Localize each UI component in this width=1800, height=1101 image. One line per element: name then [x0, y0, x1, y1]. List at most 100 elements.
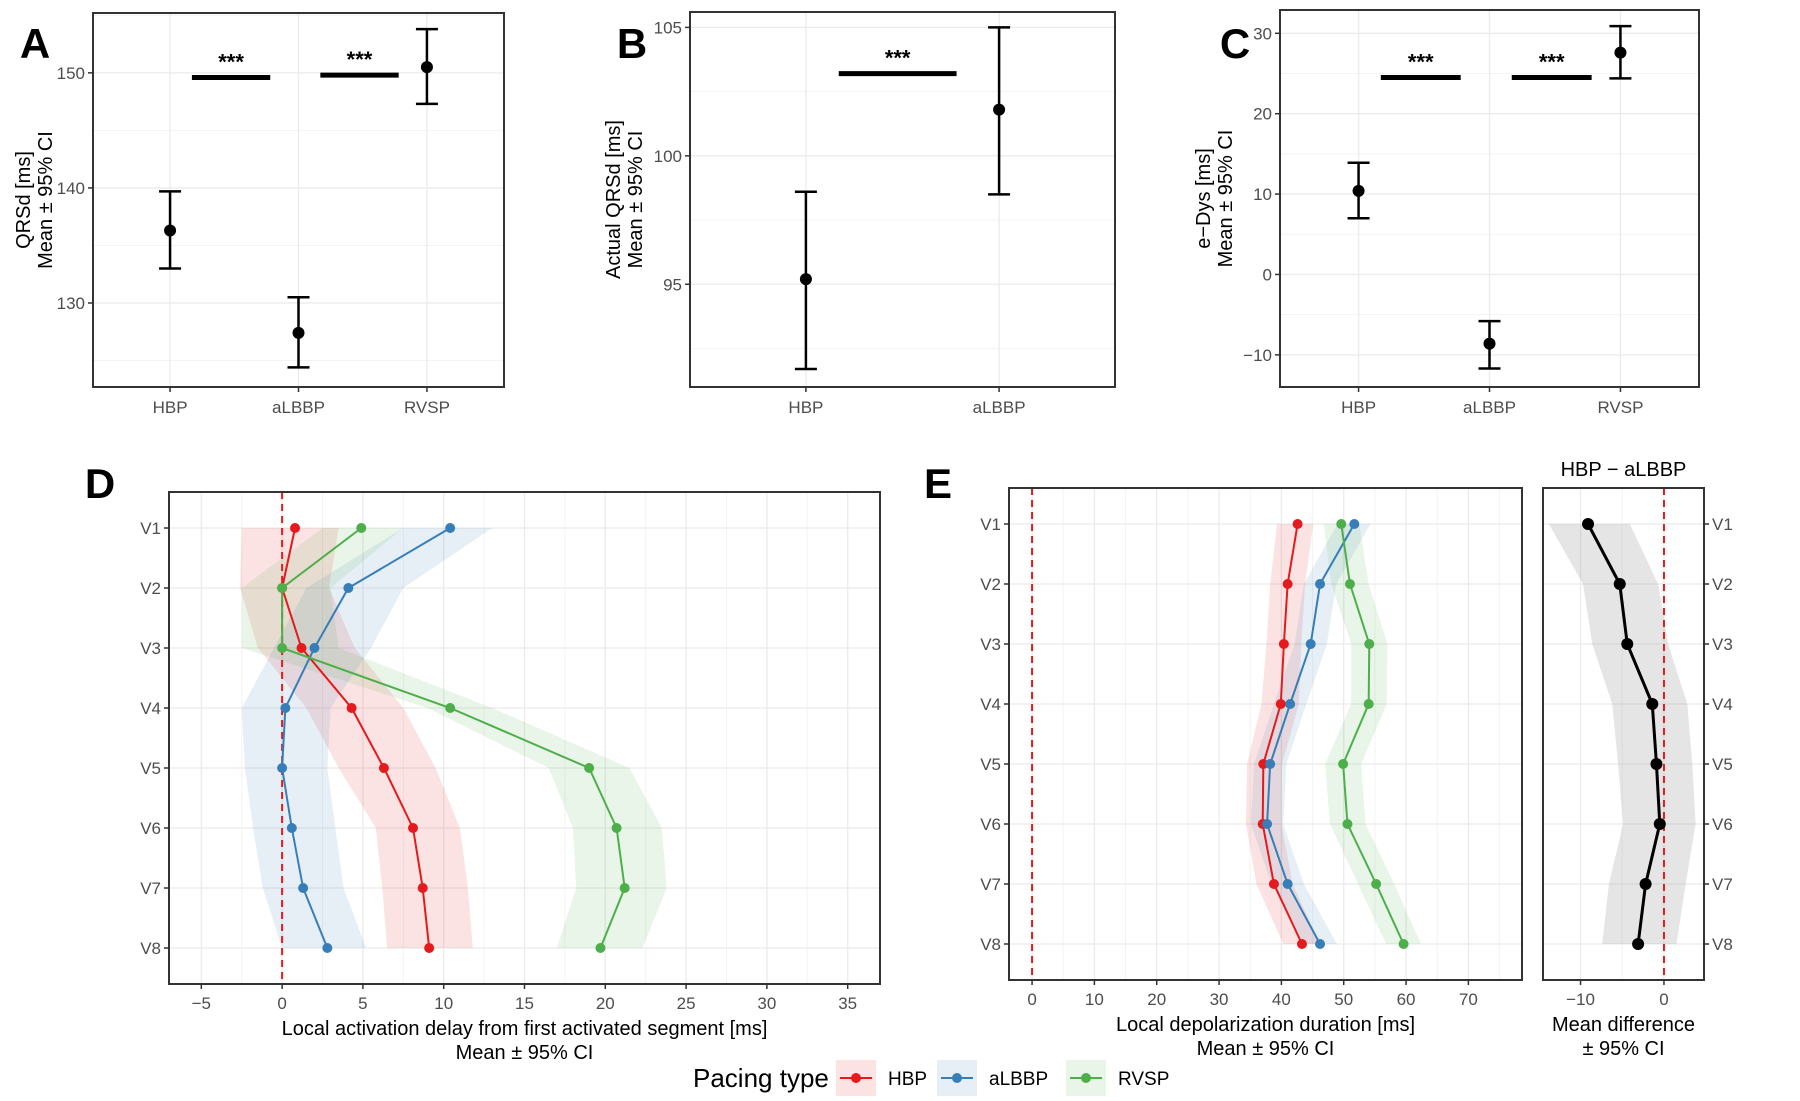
significance-label: ***	[1408, 50, 1434, 75]
x-tick-label: aLBBP	[1463, 398, 1516, 417]
x-tick-label: 10	[434, 994, 453, 1013]
y-axis-subtitle: Mean ± 95% CI	[35, 131, 57, 269]
x-tick-label: aLBBP	[272, 398, 325, 417]
legend-label-albbp: aLBBP	[989, 1069, 1048, 1090]
mean-point	[292, 326, 305, 339]
series-line-hbp	[1261, 523, 1303, 945]
data-point	[356, 523, 367, 533]
x-tick-label: aLBBP	[973, 398, 1026, 417]
data-point	[1349, 519, 1360, 529]
data-point	[1305, 639, 1316, 649]
y-tick-label: V3	[980, 635, 1001, 654]
data-point	[1282, 579, 1293, 589]
panel-letter: A	[20, 20, 50, 67]
data-point	[1371, 879, 1382, 889]
data-point	[424, 943, 435, 953]
plot-border	[1279, 9, 1700, 388]
data-point	[290, 523, 301, 533]
x-axis-subtitle: Mean ± 95% CI	[456, 1042, 594, 1064]
x-tick-label: −10	[1566, 990, 1595, 1009]
x-axis-title: Mean difference	[1552, 1014, 1695, 1036]
data-point	[378, 763, 389, 773]
data-point	[1265, 759, 1276, 769]
significance-label: ***	[347, 47, 373, 72]
x-tick-label: 10	[1085, 990, 1104, 1009]
y-tick-label: −10	[1243, 346, 1272, 365]
facet-title: HBP − aLBBP	[1561, 459, 1687, 481]
x-tick-label: RVSP	[404, 398, 450, 417]
ci-band-albbp	[1250, 524, 1371, 944]
data-point	[1285, 699, 1296, 709]
y-tick-label: V2	[1712, 575, 1733, 594]
series-line-rvsp	[281, 527, 626, 949]
panel-e: E 0 10 20 30 40 50 60 70 V1 V2 V3 V4 V5 V6 V7 V8 Local de…	[924, 460, 1523, 1060]
y-axis-title: e−Dys [ms]	[1193, 148, 1215, 249]
y-tick-label: V8	[980, 935, 1001, 954]
data-point	[343, 583, 354, 593]
mean-point	[420, 61, 433, 74]
ci-band-rvsp	[241, 528, 667, 948]
y-tick-label: V4	[1712, 695, 1733, 714]
y-tick-label: 0	[1263, 265, 1272, 284]
data-point	[595, 943, 606, 953]
y-tick-label: V1	[140, 519, 161, 538]
y-tick-label: V1	[1712, 515, 1733, 534]
panel-a: A 130 140 150 HBP aLBBP RVSP *** *** QRSd [ms] Mea…	[13, 12, 505, 417]
significance-label: ***	[885, 46, 911, 71]
significance-label: ***	[218, 49, 244, 74]
x-tick-label: RVSP	[1597, 398, 1643, 417]
y-axis-subtitle: Mean ± 95% CI	[625, 131, 647, 269]
y-tick-label: V7	[980, 875, 1001, 894]
series-line-albbp	[281, 527, 451, 949]
y-tick-label: 10	[1253, 185, 1272, 204]
data-point	[1342, 819, 1353, 829]
y-tick-label: V2	[140, 579, 161, 598]
x-tick-label: 50	[1334, 990, 1353, 1009]
mean-point	[799, 273, 812, 286]
y-tick-label: V7	[140, 879, 161, 898]
data-point	[1278, 639, 1289, 649]
data-point	[1363, 699, 1374, 709]
y-tick-label: V4	[140, 699, 161, 718]
x-tick-label: HBP	[788, 398, 823, 417]
data-point	[280, 703, 291, 713]
panel-letter: C	[1220, 20, 1250, 67]
data-point	[322, 943, 333, 953]
data-point	[1315, 579, 1326, 589]
x-tick-label: 60	[1397, 990, 1416, 1009]
data-point	[445, 703, 456, 713]
y-tick-label: V6	[1712, 815, 1733, 834]
y-tick-label: V2	[980, 575, 1001, 594]
y-tick-label: V5	[140, 759, 161, 778]
data-point	[584, 763, 595, 773]
x-tick-label: 35	[838, 994, 857, 1013]
panel-letter: D	[85, 460, 115, 507]
x-tick-label: 25	[677, 994, 696, 1013]
data-point	[1336, 519, 1347, 529]
panel-letter: E	[924, 460, 952, 507]
x-tick-label: 30	[757, 994, 776, 1013]
y-tick-label: 95	[663, 275, 682, 294]
plot-border	[1542, 487, 1705, 981]
plot-border	[689, 11, 1116, 388]
data-point	[1268, 879, 1279, 889]
y-tick-label: V3	[140, 639, 161, 658]
panel-e-diff: −10 0 V1 V2 V3 V4 V5 V6 V7 V8 Mean difference± 95%…	[1542, 459, 1733, 1060]
legend-key-point	[1081, 1073, 1091, 1083]
y-tick-label: V5	[1712, 755, 1733, 774]
y-axis-title: Actual QRSd [ms]	[603, 120, 625, 279]
data-point	[611, 823, 622, 833]
x-tick-label: 15	[515, 994, 534, 1013]
data-point	[277, 583, 288, 593]
legend-title: Pacing type	[693, 1063, 829, 1093]
data-point	[309, 643, 320, 653]
y-tick-label: V6	[980, 815, 1001, 834]
panel-c: C −10 0 10 20 30 HBP aLBBP RVSP *** *** e−Dys [ms] M…	[1193, 9, 1700, 417]
x-tick-label: 40	[1272, 990, 1291, 1009]
series-line-diff	[1586, 523, 1662, 945]
plot-border	[1008, 487, 1523, 981]
x-tick-label: 0	[277, 994, 286, 1013]
data-point	[1292, 519, 1303, 529]
plot-border	[168, 491, 881, 985]
y-tick-label: V8	[1712, 935, 1733, 954]
